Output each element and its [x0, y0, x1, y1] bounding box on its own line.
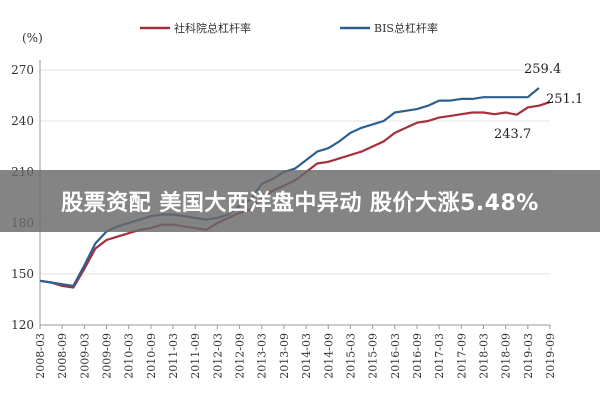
annotation-cass-latest: 251.1	[546, 92, 583, 107]
x-tick-label: 2012-03	[211, 333, 224, 379]
x-tick-label: 2010-03	[123, 333, 136, 379]
overlay-banner: 股票资配 美国大西洋盘中异动 股价大涨5.48%	[0, 170, 600, 232]
x-tick-label: 2009-09	[101, 333, 114, 379]
x-tick-label: 2012-09	[234, 333, 247, 379]
y-tick-label: 270	[11, 63, 34, 77]
x-tick-label: 2016-03	[389, 333, 402, 379]
x-tick-label: 2019-03	[522, 333, 535, 379]
x-tick-label: 2015-09	[367, 333, 380, 379]
x-tick-label: 2010-09	[145, 333, 158, 379]
x-tick-labels: 2008-03 2008-09 2009-03 2009-09 2010-03 2010-…	[34, 333, 557, 379]
x-tick-label: 2008-09	[56, 333, 69, 379]
x-tick-label: 2019-09	[544, 333, 557, 379]
x-tick-label: 2011-03	[167, 333, 180, 379]
x-tick-label: 2018-09	[500, 333, 513, 379]
y-tick-label: 240	[11, 114, 34, 128]
y-tick-label: 150	[11, 267, 34, 281]
legend: 社科院总杠杆率 BIS总杠杆率	[140, 21, 438, 35]
y-axis-label: (%)	[22, 31, 43, 45]
legend-label-series-1: 社科院总杠杆率	[174, 21, 251, 35]
x-tick-label: 2015-03	[344, 333, 357, 379]
x-tick-label: 2011-09	[189, 333, 202, 379]
x-tick-label: 2017-03	[433, 333, 446, 379]
x-tick-label: 2014-03	[300, 333, 313, 379]
legend-label-series-2: BIS总杠杆率	[374, 21, 438, 35]
y-tick-label: 120	[11, 318, 34, 332]
x-tick-label: 2017-09	[455, 333, 468, 379]
annotation-bis-latest: 259.4	[524, 62, 561, 77]
x-tick-label: 2014-09	[322, 333, 335, 379]
banner-text: 股票资配 美国大西洋盘中异动 股价大涨5.48%	[61, 191, 539, 216]
annotation-cass-low: 243.7	[494, 127, 531, 142]
x-tick-label: 2013-09	[278, 333, 291, 379]
x-tick-label: 2018-03	[477, 333, 490, 379]
x-tick-label: 2008-03	[34, 333, 47, 379]
x-tick-label: 2016-09	[411, 333, 424, 379]
x-tick-label: 2009-03	[78, 333, 91, 379]
x-tick-label: 2013-03	[256, 333, 269, 379]
